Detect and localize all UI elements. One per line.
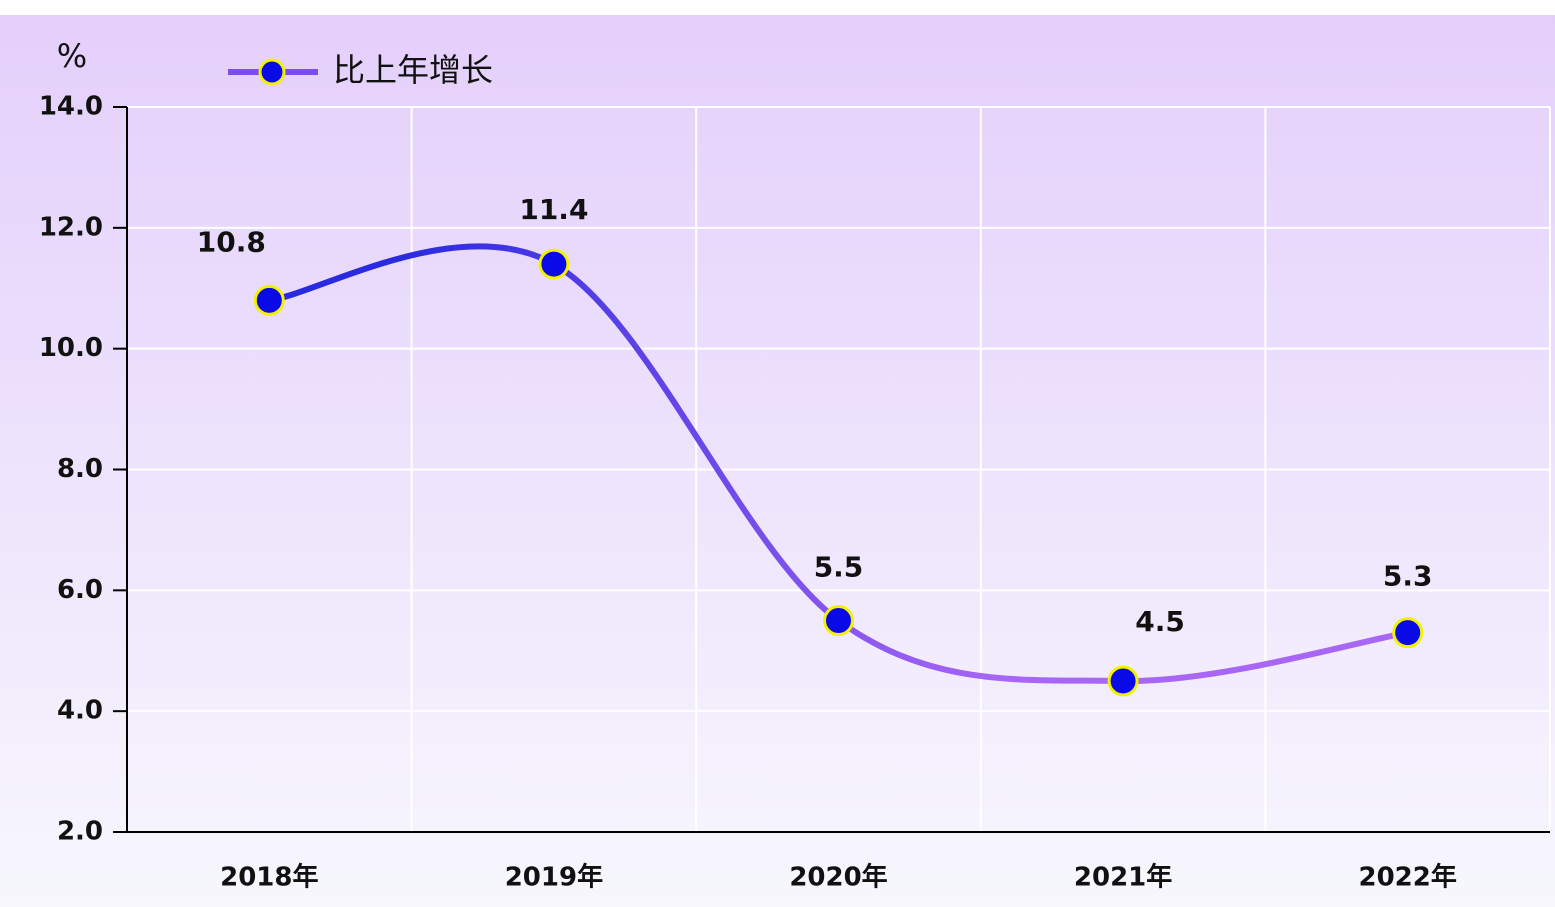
y-unit: % bbox=[57, 37, 87, 75]
background bbox=[0, 15, 1555, 907]
marker bbox=[823, 605, 854, 637]
marker bbox=[538, 248, 570, 280]
data-label: 11.4 bbox=[519, 193, 588, 226]
x-tick-label: 2019年 bbox=[505, 862, 603, 893]
data-label: 5.3 bbox=[1383, 560, 1433, 593]
data-label: 4.5 bbox=[1135, 605, 1185, 638]
y-tick-label: 10.0 bbox=[39, 333, 103, 363]
y-tick-label: 12.0 bbox=[39, 212, 103, 242]
x-tick-label: 2020年 bbox=[789, 862, 887, 893]
y-tick-label: 8.0 bbox=[57, 454, 103, 484]
y-tick-label: 2.0 bbox=[57, 817, 103, 847]
x-tick-label: 2018年 bbox=[220, 862, 318, 893]
y-tick-label: 4.0 bbox=[57, 696, 103, 726]
x-tick-label: 2021年 bbox=[1074, 862, 1172, 893]
line bbox=[268, 243, 1409, 684]
y-tick-label: 6.0 bbox=[57, 575, 103, 605]
legend-marker bbox=[258, 58, 286, 86]
marker bbox=[1107, 665, 1139, 697]
data-label: 5.5 bbox=[814, 551, 864, 584]
marker bbox=[253, 284, 285, 316]
marker bbox=[1392, 617, 1424, 649]
x-tick-label: 2022年 bbox=[1359, 862, 1457, 893]
legend-label: 比上年增长 bbox=[333, 51, 493, 89]
data-label: 10.8 bbox=[197, 225, 266, 258]
y-tick-label: 14.0 bbox=[39, 92, 103, 122]
